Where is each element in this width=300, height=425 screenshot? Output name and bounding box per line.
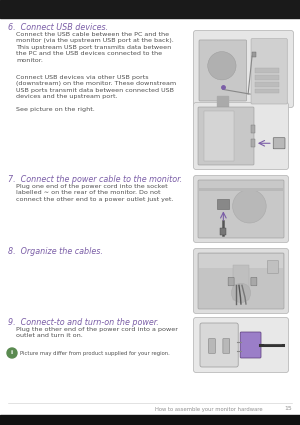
Bar — [251, 125, 255, 133]
Bar — [199, 254, 283, 267]
FancyBboxPatch shape — [208, 339, 215, 353]
Bar — [217, 96, 228, 108]
Bar — [251, 139, 255, 147]
Bar — [256, 82, 279, 87]
Bar — [199, 188, 283, 191]
FancyBboxPatch shape — [194, 176, 289, 243]
Circle shape — [7, 348, 17, 358]
FancyBboxPatch shape — [194, 102, 289, 170]
Text: 7.  Connect the power cable to the monitor.: 7. Connect the power cable to the monito… — [8, 175, 182, 184]
FancyBboxPatch shape — [198, 253, 284, 309]
FancyBboxPatch shape — [267, 261, 278, 273]
FancyBboxPatch shape — [200, 323, 238, 367]
FancyBboxPatch shape — [251, 39, 287, 104]
FancyBboxPatch shape — [194, 31, 293, 108]
Text: 6.  Connect USB devices.: 6. Connect USB devices. — [8, 23, 108, 32]
FancyBboxPatch shape — [198, 180, 284, 238]
Text: Picture may differ from product supplied for your region.: Picture may differ from product supplied… — [20, 351, 170, 355]
FancyBboxPatch shape — [194, 317, 289, 372]
Bar — [220, 228, 226, 235]
Text: Plug one end of the power cord into the socket
labelled ∼ on the rear of the mon: Plug one end of the power cord into the … — [16, 184, 173, 202]
Text: How to assemble your monitor hardware: How to assemble your monitor hardware — [155, 406, 262, 411]
FancyBboxPatch shape — [198, 107, 254, 165]
FancyBboxPatch shape — [194, 249, 289, 314]
Text: Connect the USB cable between the PC and the
monitor (via the upstream USB port : Connect the USB cable between the PC and… — [16, 32, 174, 62]
Text: Plug the other end of the power cord into a power
outlet and turn it on.: Plug the other end of the power cord int… — [16, 327, 178, 338]
Circle shape — [208, 51, 236, 80]
Bar — [0, 0, 300, 18]
Text: i: i — [11, 351, 13, 355]
Text: 9.  Connect-to and turn-on the power.: 9. Connect-to and turn-on the power. — [8, 318, 159, 327]
FancyBboxPatch shape — [199, 40, 247, 101]
FancyBboxPatch shape — [223, 339, 230, 353]
Text: 8.  Organize the cables.: 8. Organize the cables. — [8, 247, 103, 256]
Bar — [256, 68, 279, 73]
FancyBboxPatch shape — [228, 277, 234, 286]
Text: Connect USB devices via other USB ports
(downstream) on the monitor. These downs: Connect USB devices via other USB ports … — [16, 75, 176, 112]
Text: 15: 15 — [284, 406, 292, 411]
Bar — [232, 265, 249, 300]
Circle shape — [231, 283, 251, 303]
Bar — [204, 111, 234, 161]
Bar — [218, 199, 229, 209]
Bar — [0, 415, 300, 425]
Circle shape — [232, 190, 266, 223]
Bar — [256, 89, 279, 94]
Bar — [252, 52, 256, 57]
Bar — [256, 75, 279, 79]
FancyBboxPatch shape — [251, 277, 257, 286]
FancyBboxPatch shape — [240, 332, 261, 358]
FancyBboxPatch shape — [273, 138, 285, 149]
